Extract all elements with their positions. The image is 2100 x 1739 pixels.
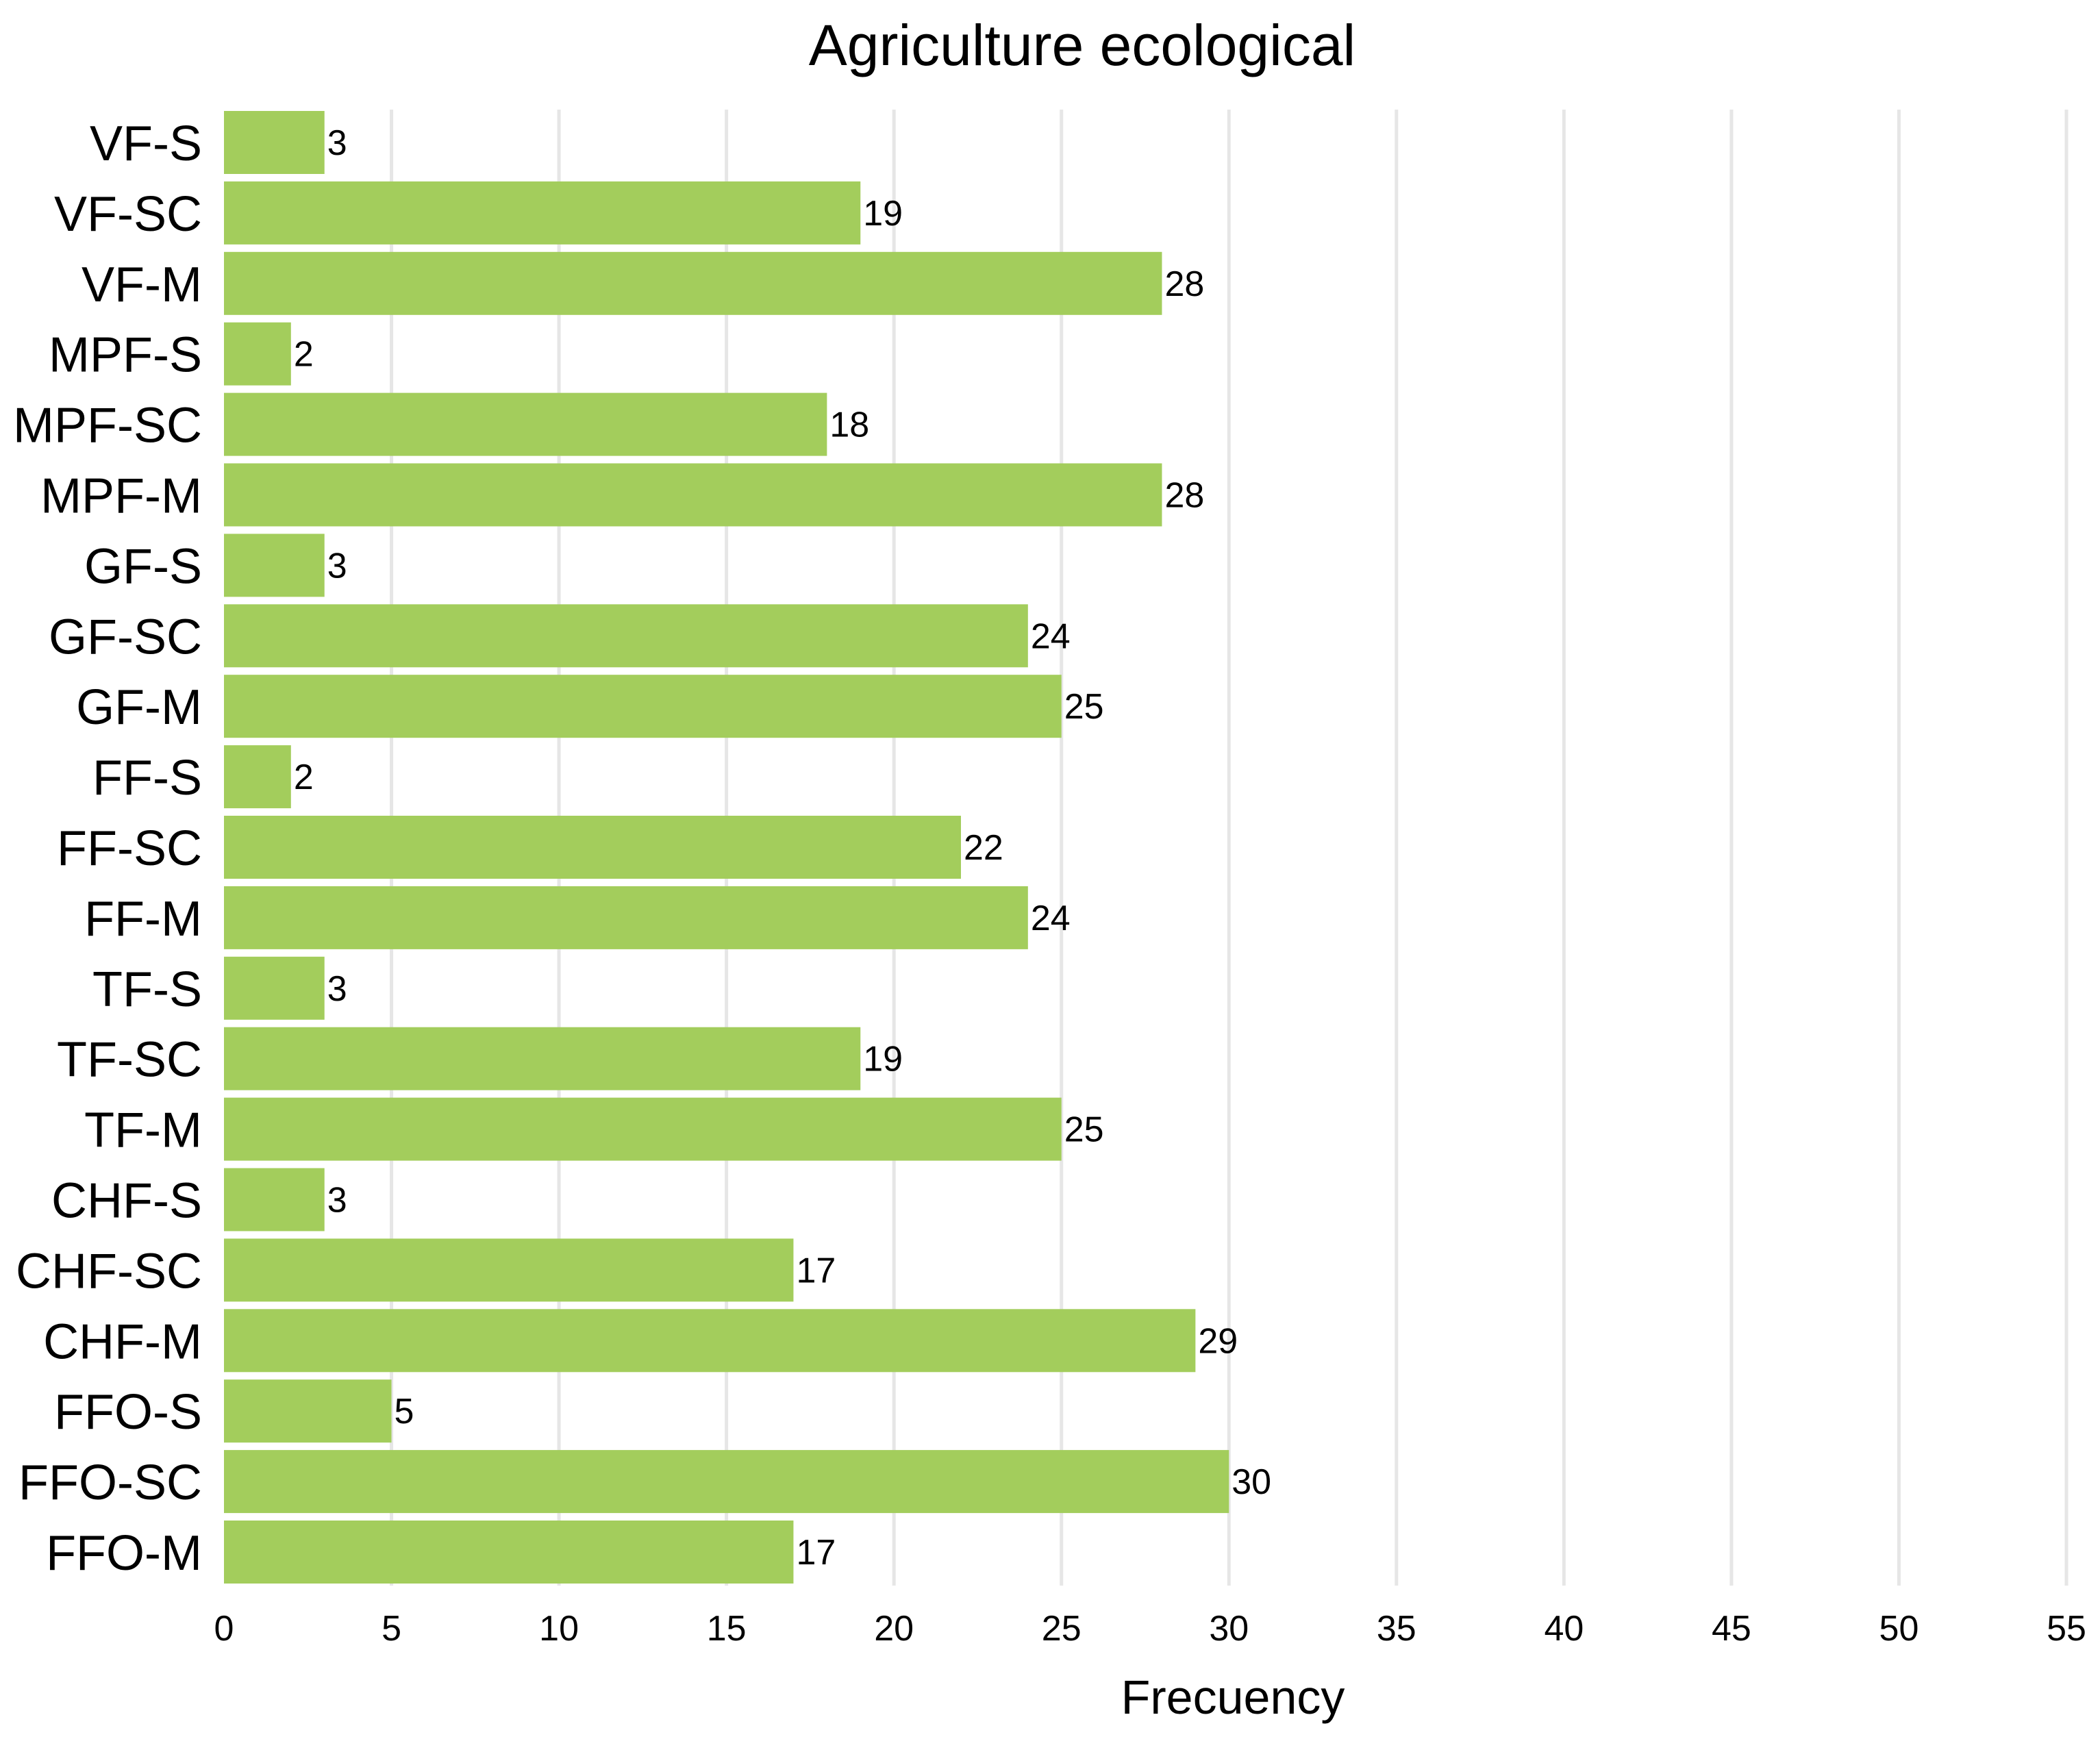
value-label-vf-s: 3 [327,123,347,163]
value-label-mpf-sc: 18 [829,405,869,445]
x-tick-label-40: 40 [1544,1609,1584,1649]
bar-gf-s [224,534,325,597]
bar-mpf-s [224,322,291,386]
value-label-mpf-m: 28 [1164,476,1204,516]
bar-mpf-m [224,463,1162,527]
value-label-vf-m: 28 [1164,264,1204,304]
category-label-mpf-s: MPF-S [49,328,202,383]
category-label-tf-m: TF-M [84,1103,202,1158]
category-label-ff-s: FF-S [92,751,202,805]
category-label-tf-s: TF-S [92,962,202,1017]
category-label-ffo-m: FFO-M [46,1526,202,1581]
value-label-tf-m: 25 [1064,1110,1104,1150]
value-label-gf-sc: 24 [1031,616,1071,656]
category-label-vf-m: VF-M [82,258,202,312]
bar-chf-s [224,1168,325,1231]
bar-gf-m [224,675,1062,738]
value-label-ff-sc: 22 [964,828,1003,868]
value-label-ffo-s: 5 [395,1392,414,1431]
value-label-tf-s: 3 [327,969,347,1009]
bar-mpf-sc [224,392,827,456]
bar-ffo-sc [224,1450,1229,1514]
value-label-ff-m: 24 [1031,899,1071,938]
bar-vf-m [224,251,1162,315]
x-tick-label-10: 10 [539,1609,579,1649]
x-tick-label-25: 25 [1042,1609,1082,1649]
value-label-chf-s: 3 [327,1181,347,1221]
category-label-vf-sc: VF-SC [54,187,202,242]
x-tick-label-5: 5 [382,1609,401,1649]
category-label-ffo-sc: FFO-SC [18,1455,202,1510]
x-tick-label-55: 55 [2047,1609,2086,1649]
x-axis-title: Frecuency [1121,1671,1345,1724]
value-label-ff-s: 2 [294,758,314,797]
value-label-ffo-sc: 30 [1232,1462,1271,1502]
bar-ff-sc [224,816,961,879]
x-tick-label-0: 0 [214,1609,234,1649]
category-label-ff-sc: FF-SC [57,821,202,876]
bar-ff-s [224,745,291,809]
value-label-vf-sc: 19 [863,194,903,234]
category-label-chf-s: CHF-S [51,1174,202,1229]
category-label-ffo-s: FFO-S [54,1385,202,1440]
value-label-ffo-m: 17 [796,1533,836,1573]
bar-tf-sc [224,1027,861,1090]
value-label-chf-sc: 17 [796,1251,836,1290]
bar-ffo-m [224,1521,794,1584]
x-tick-label-30: 30 [1209,1609,1249,1649]
x-tick-label-20: 20 [874,1609,914,1649]
category-label-tf-sc: TF-SC [57,1033,202,1088]
bar-vf-s [224,111,325,174]
bar-chf-m [224,1309,1196,1373]
bars [224,111,1229,1584]
category-label-gf-m: GF-M [76,680,202,735]
value-label-mpf-s: 2 [294,335,314,375]
category-label-gf-sc: GF-SC [49,610,202,664]
category-label-chf-m: CHF-M [43,1314,202,1369]
category-label-ff-m: FF-M [84,892,202,947]
bar-tf-s [224,956,325,1020]
category-label-vf-s: VF-S [90,116,202,171]
x-tick-label-50: 50 [1879,1609,1919,1649]
category-label-mpf-sc: MPF-SC [13,399,202,453]
bar-gf-sc [224,604,1028,668]
bar-chf-sc [224,1238,794,1302]
bar-tf-m [224,1097,1062,1161]
bar-ff-m [224,886,1028,949]
value-label-gf-m: 25 [1064,687,1104,727]
value-label-chf-m: 29 [1198,1321,1238,1361]
x-tick-label-45: 45 [1712,1609,1751,1649]
bar-ffo-s [224,1379,392,1443]
value-label-tf-sc: 19 [863,1040,903,1079]
chart-title: Agriculture ecological [809,13,1355,77]
x-tick-label-15: 15 [707,1609,747,1649]
value-label-gf-s: 3 [327,546,347,586]
category-label-chf-sc: CHF-SC [16,1244,202,1299]
bar-vf-sc [224,181,861,245]
category-labels: VF-S VF-SC VF-M MPF-S MPF-SC MPF-M GF-S GF-SC GF… [13,116,202,1581]
category-label-mpf-m: MPF-M [40,469,202,524]
category-label-gf-s: GF-S [84,539,202,594]
x-tick-labels: 0 5 10 15 20 25 30 35 40 45 50 55 [214,1609,2086,1649]
x-tick-label-35: 35 [1377,1609,1416,1649]
